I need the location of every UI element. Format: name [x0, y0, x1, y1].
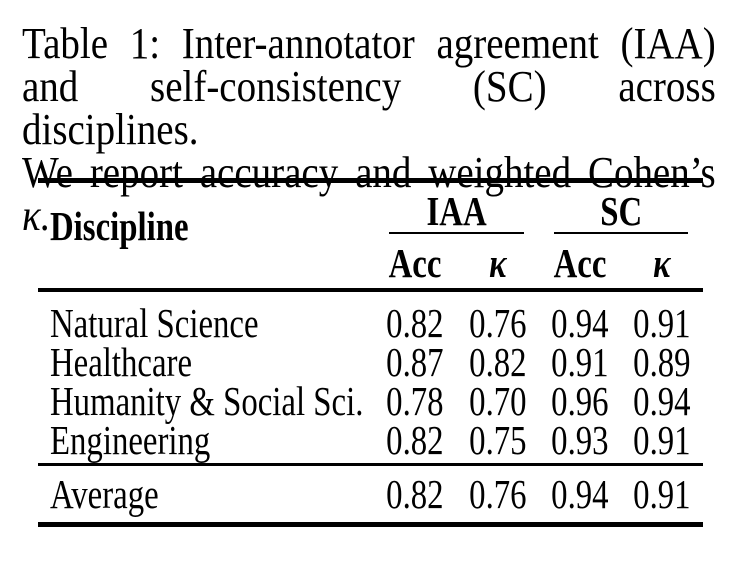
value-sc-kappa: 0.91: [633, 300, 691, 346]
kappa-symbol: κ.: [22, 191, 51, 240]
value-cell: 0.82: [374, 470, 456, 518]
discipline-label: Healthcare: [50, 339, 193, 385]
value-iaa-kappa: 0.70: [468, 378, 527, 424]
value-cell: 0.93: [539, 417, 621, 463]
value-cell: 0.78: [374, 378, 456, 424]
caption-line-1: Table 1: Inter-annotator agreement (IAA): [22, 19, 716, 68]
average-label-cell: Average: [38, 470, 374, 518]
value-iaa-kappa: 0.82: [468, 339, 527, 385]
value-cell: 0.91: [539, 339, 621, 385]
value-sc-acc: 0.96: [550, 378, 609, 424]
subheader-kappa-sc-label: κ: [653, 240, 671, 286]
table-row: Humanity & Social Sci. 0.78 0.70 0.96 0.…: [38, 378, 703, 424]
subheader-kappa-iaa: κ: [456, 238, 538, 288]
average-iaa-kappa: 0.76: [468, 471, 527, 517]
results-table: Discipline IAA SC Acc κ Acc κ: [38, 178, 703, 527]
value-cell: 0.82: [456, 339, 538, 385]
value-cell: 0.94: [539, 300, 621, 346]
value-sc-kappa: 0.94: [633, 378, 691, 424]
top-rule: [38, 178, 703, 183]
discipline-column-header: Discipline: [38, 202, 374, 250]
caption-line-3: We report accuracy and weighted Cohen’s …: [22, 148, 716, 240]
value-sc-acc: 0.91: [550, 339, 609, 385]
value-cell: 0.91: [621, 470, 703, 518]
value-iaa-kappa: 0.76: [468, 300, 527, 346]
average-iaa-acc: 0.82: [386, 471, 444, 517]
subheader-kappa-iaa-label: κ: [488, 240, 507, 286]
cmidrule-iaa: [389, 232, 524, 234]
average-sc-kappa: 0.91: [633, 471, 691, 517]
discipline-label: Engineering: [50, 417, 211, 463]
subheader-kappa-sc: κ: [621, 238, 703, 288]
value-sc-kappa: 0.91: [633, 417, 691, 463]
cmidrule-sc: [553, 232, 688, 234]
average-label: Average: [50, 471, 159, 517]
value-cell: 0.91: [621, 417, 703, 463]
discipline-header-label: Discipline: [50, 202, 189, 249]
subheader-acc-iaa: Acc: [374, 238, 456, 288]
value-iaa-acc: 0.82: [386, 300, 444, 346]
value-cell: 0.75: [456, 417, 538, 463]
group-header-iaa: IAA: [374, 183, 539, 238]
value-sc-kappa: 0.89: [633, 339, 691, 385]
table-body: Natural Science 0.82 0.76 0.94 0.91 Heal…: [38, 292, 703, 463]
table-header: Discipline IAA SC Acc κ Acc κ: [38, 183, 703, 288]
value-iaa-acc: 0.78: [386, 378, 444, 424]
average-row: Average 0.82 0.76 0.94 0.91: [38, 466, 703, 522]
table-row: Healthcare 0.87 0.82 0.91 0.89: [38, 339, 703, 385]
subheader-acc-iaa-label: Acc: [388, 240, 442, 286]
caption-line-3-text: We report accuracy and weighted Cohen’s: [22, 148, 716, 197]
discipline-cell: Humanity & Social Sci.: [38, 378, 374, 424]
group-header-sc-label: SC: [599, 187, 642, 234]
discipline-label: Humanity & Social Sci.: [50, 378, 364, 424]
subheader-acc-sc-label: Acc: [553, 240, 607, 286]
value-cell: 0.91: [621, 300, 703, 346]
value-iaa-acc: 0.82: [386, 417, 444, 463]
discipline-cell: Natural Science: [38, 300, 374, 346]
value-cell: 0.94: [621, 378, 703, 424]
value-cell: 0.94: [539, 470, 621, 518]
value-cell: 0.82: [374, 417, 456, 463]
bottom-rule: [38, 522, 703, 527]
header-rule: [38, 288, 703, 292]
table-row: Engineering 0.82 0.75 0.93 0.91: [38, 417, 703, 463]
group-header-iaa-label: IAA: [426, 187, 487, 234]
mid-rule: [38, 463, 703, 466]
average-sc-acc: 0.94: [550, 471, 609, 517]
discipline-cell: Engineering: [38, 417, 374, 463]
group-header-sc: SC: [539, 183, 704, 238]
value-cell: 0.70: [456, 378, 538, 424]
value-cell: 0.87: [374, 339, 456, 385]
discipline-label: Natural Science: [50, 300, 259, 346]
subheader-acc-sc: Acc: [539, 238, 621, 288]
value-sc-acc: 0.93: [550, 417, 609, 463]
caption-line-2: and self-consistency (SC) across discipl…: [22, 62, 716, 154]
value-cell: 0.82: [374, 300, 456, 346]
value-cell: 0.76: [456, 470, 538, 518]
value-iaa-kappa: 0.75: [468, 417, 527, 463]
table-row: Natural Science 0.82 0.76 0.94 0.91: [38, 300, 703, 346]
value-cell: 0.89: [621, 339, 703, 385]
table-caption: Table 1: Inter-annotator agreement (IAA)…: [22, 19, 716, 240]
discipline-cell: Healthcare: [38, 339, 374, 385]
value-sc-acc: 0.94: [550, 300, 609, 346]
value-cell: 0.76: [456, 300, 538, 346]
value-cell: 0.96: [539, 378, 621, 424]
value-iaa-acc: 0.87: [386, 339, 444, 385]
